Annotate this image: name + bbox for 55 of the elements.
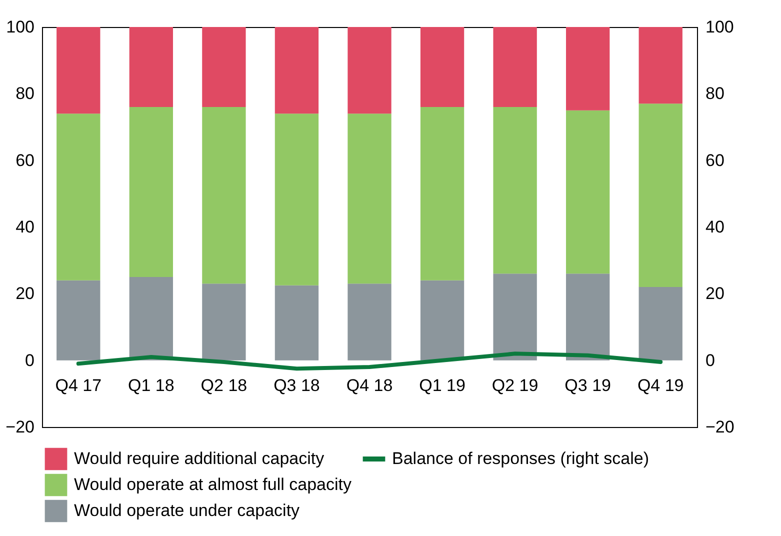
bar (420, 280, 464, 360)
bar (129, 27, 173, 107)
bar (493, 27, 537, 107)
legend-label: Would require additional capacity (74, 449, 325, 468)
x-tick-label: Q4 19 (637, 376, 684, 395)
y2-tick-label: 100 (706, 18, 734, 36)
bar (420, 107, 464, 280)
bar (129, 107, 173, 277)
x-tick-label: Q2 19 (492, 376, 538, 395)
x-tick-label: Q4 18 (346, 376, 393, 395)
bar (638, 287, 682, 360)
legend-label: Would operate at almost full capacity (74, 475, 352, 494)
x-tick-label: Q1 18 (128, 376, 174, 395)
bar (638, 104, 682, 287)
x-tick-label: Q1 19 (419, 376, 466, 395)
bar (566, 274, 610, 360)
x-tick-label: Q4 17 (55, 376, 102, 395)
legend-label: Would operate under capacity (74, 501, 300, 520)
bar (202, 27, 246, 107)
legend-label: Balance of responses (right scale) (392, 449, 650, 468)
y2-tick-label: 40 (706, 218, 724, 236)
bar (56, 114, 100, 280)
bar (274, 27, 319, 114)
y2-tick-label: 20 (706, 284, 724, 304)
line-series (76, 352, 663, 371)
bar (348, 27, 392, 114)
y2-tick-label: 0 (706, 350, 715, 370)
bar (129, 277, 173, 360)
y-tick-label: −20 (6, 418, 34, 436)
y-tick-label: 40 (16, 218, 34, 236)
bar (566, 27, 610, 110)
y-tick-label: 0 (25, 350, 34, 370)
bar (348, 284, 392, 360)
x-tick-label: Q3 19 (564, 376, 611, 395)
bar (274, 114, 319, 286)
y2-tick-label: 80 (706, 84, 724, 104)
x-tick-label: Q3 18 (274, 376, 320, 395)
bar (202, 107, 246, 284)
bar (420, 27, 464, 107)
y-tick-label: 80 (16, 84, 34, 104)
bar (638, 27, 682, 104)
bar (202, 284, 246, 360)
bar (566, 110, 610, 274)
x-tick-label: Q2 18 (200, 376, 248, 395)
y-tick-label: 20 (16, 284, 34, 304)
bar (56, 280, 100, 360)
y-tick-label: 100 (6, 18, 34, 36)
bar (348, 114, 392, 284)
y-tick-label: 60 (16, 150, 34, 170)
bar (493, 107, 537, 274)
y2-tick-label: −20 (706, 418, 734, 436)
bar (56, 27, 100, 114)
y2-tick-label: 60 (706, 150, 724, 170)
bar (493, 274, 537, 360)
bar (274, 285, 319, 360)
